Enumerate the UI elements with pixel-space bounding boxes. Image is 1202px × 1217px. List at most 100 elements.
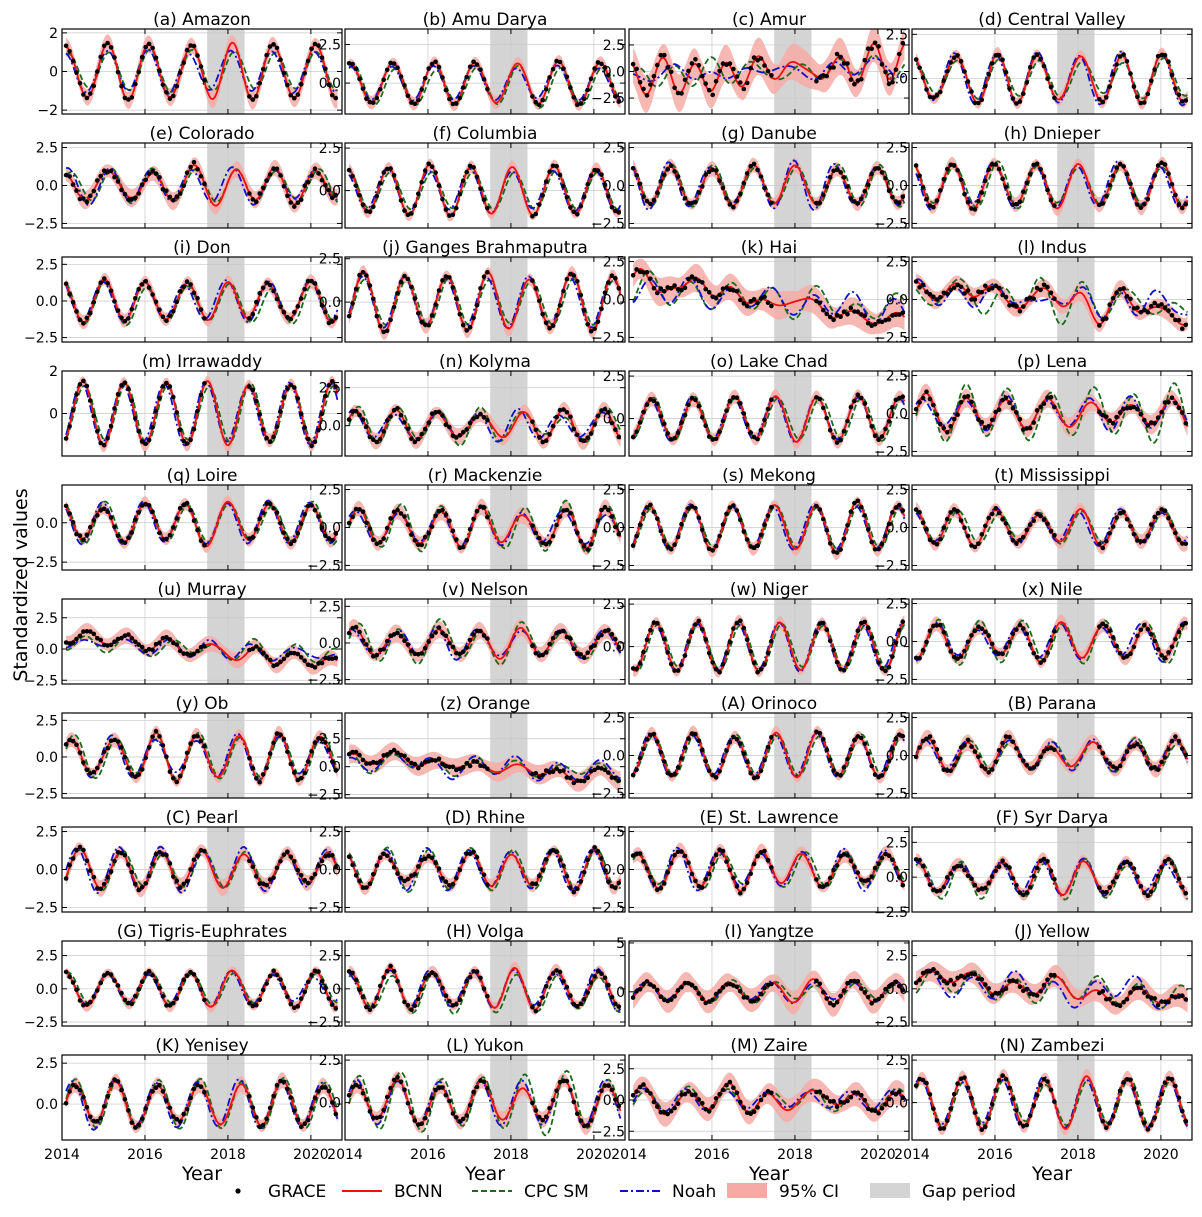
grace-point	[133, 1125, 138, 1130]
y-tick-label: 2.5	[886, 597, 908, 613]
grace-point	[257, 779, 263, 785]
grace-point	[153, 979, 159, 984]
grace-point	[720, 522, 726, 527]
grace-point	[1131, 306, 1137, 311]
noah-line	[632, 731, 906, 779]
grace-point	[755, 300, 760, 306]
grace-point	[924, 1080, 929, 1086]
grace-point	[996, 991, 1002, 996]
grace-point	[143, 755, 148, 761]
grace-point	[77, 1087, 83, 1093]
grace-point	[1159, 999, 1164, 1004]
grace-point	[371, 1115, 376, 1120]
grace-point	[824, 627, 829, 632]
grace-point	[1014, 201, 1019, 207]
grace-point	[464, 427, 470, 432]
grace-point	[364, 208, 369, 214]
grace-point	[599, 306, 604, 312]
grace-point	[101, 1104, 107, 1109]
grace-point	[686, 402, 691, 408]
grace-point	[686, 68, 691, 74]
grace-point	[330, 378, 335, 384]
grace-point	[1114, 290, 1119, 296]
grace-point	[700, 280, 705, 285]
grace-point	[955, 756, 960, 761]
grace-point	[360, 1090, 366, 1096]
grace-point	[460, 649, 466, 654]
grace-point	[897, 628, 902, 633]
grace-point	[319, 411, 325, 417]
grace-point	[108, 972, 114, 977]
grace-point	[443, 274, 449, 279]
grace-point	[298, 521, 304, 526]
y-tick-label: 2.5	[886, 483, 908, 499]
grace-point	[979, 763, 985, 769]
grace-point	[727, 1079, 733, 1085]
grace-point	[852, 1090, 857, 1095]
grace-point	[1145, 626, 1151, 632]
grace-point	[346, 520, 352, 526]
grace-point	[588, 980, 594, 985]
grace-point	[1162, 53, 1168, 58]
grace-point	[852, 398, 857, 404]
grace-point	[374, 995, 380, 1001]
grace-point	[391, 304, 397, 310]
grace-point	[153, 728, 159, 734]
grace-point	[309, 875, 314, 881]
grace-point	[105, 1094, 110, 1099]
grace-point	[409, 284, 414, 290]
grace-point	[129, 1001, 135, 1007]
grace-point	[717, 988, 722, 994]
panel-title: (g) Danube	[721, 124, 817, 144]
noah-line	[348, 1078, 622, 1128]
grace-points	[630, 161, 906, 210]
grace-point	[143, 441, 148, 447]
grace-point	[1031, 518, 1036, 523]
grace-point	[547, 539, 552, 545]
grace-point	[913, 1083, 919, 1088]
grace-point	[195, 733, 200, 739]
grace-point	[738, 517, 743, 523]
grace-point	[852, 864, 857, 870]
grace-point	[84, 858, 90, 864]
grace-point	[316, 969, 321, 974]
grace-point	[1155, 163, 1161, 168]
grace-point	[260, 285, 266, 291]
grace-point	[481, 505, 487, 510]
grace-point	[872, 865, 878, 871]
grace-point	[412, 296, 418, 301]
grace-point	[371, 537, 376, 542]
grace-point	[720, 985, 726, 990]
grace-point	[426, 420, 432, 426]
grace-point	[350, 173, 355, 179]
grace-point	[139, 1116, 145, 1121]
grace-point	[821, 192, 826, 198]
grace-point	[972, 207, 978, 212]
grace-point	[129, 530, 135, 535]
grace-point	[177, 1119, 183, 1125]
grace-point	[67, 641, 72, 646]
grace-point	[665, 65, 670, 70]
grace-point	[1121, 999, 1126, 1005]
grace-point	[1152, 996, 1157, 1001]
grace-point	[433, 630, 438, 635]
grace-point	[74, 847, 79, 853]
grace-point	[571, 1001, 577, 1007]
grace-point	[672, 668, 677, 673]
grace-point	[561, 863, 566, 868]
panel-title: (c) Amur	[732, 10, 806, 30]
grace-point	[1007, 639, 1012, 645]
x-tick-label: 2020	[860, 1147, 896, 1163]
grace-point	[979, 977, 985, 982]
grace-point	[648, 502, 653, 508]
grace-point	[1097, 409, 1102, 415]
grace-point	[267, 172, 273, 177]
panel-title: (f) Columbia	[433, 124, 538, 144]
x-tick-label: 2014	[611, 1147, 647, 1163]
grace-point	[1052, 203, 1057, 208]
grace-point	[330, 1002, 335, 1007]
grace-point	[195, 296, 200, 301]
grace-point	[1166, 171, 1171, 176]
grace-point	[1000, 858, 1005, 863]
y-tick-label: 0.0	[319, 521, 341, 537]
